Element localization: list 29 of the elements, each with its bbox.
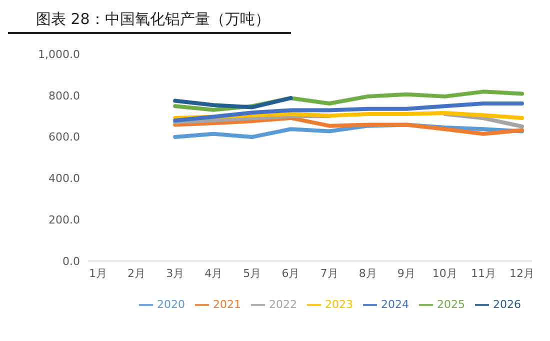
y-tick-label: 1,000.0 (38, 48, 80, 61)
y-tick-label: 800.0 (48, 89, 80, 102)
x-tick-label: 11月 (470, 266, 496, 280)
y-tick-label: 400.0 (48, 172, 80, 186)
legend-label: 2023 (325, 298, 353, 311)
x-tick-label: 1月 (89, 266, 107, 280)
legend-label: 2021 (213, 298, 241, 311)
y-tick-label: 200.0 (48, 214, 80, 227)
legend-label: 2025 (437, 298, 465, 311)
x-tick-label: 2月 (128, 266, 146, 280)
x-tick-label: 7月 (320, 266, 338, 280)
line-series (173, 96, 293, 110)
x-tick-label: 5月 (243, 266, 262, 280)
chart-title: 图表 28：中国氧化铝产量（万吨） (8, 8, 291, 34)
y-tick-label: 600.0 (48, 130, 80, 144)
x-tick-label: 6月 (282, 266, 300, 280)
x-tick-label: 9月 (397, 266, 416, 280)
x-tick-label: 3月 (166, 266, 184, 280)
x-tick-label: 12月 (510, 266, 534, 280)
legend-label: 2024 (381, 298, 409, 311)
legend-label: 2022 (269, 298, 297, 311)
line-series (173, 101, 524, 122)
x-tick-label: 4月 (204, 266, 223, 280)
line-series (173, 116, 524, 136)
x-tick-label: 10月 (432, 266, 458, 280)
x-tick-label: 8月 (358, 266, 377, 280)
y-tick-label: 0.0 (62, 254, 80, 268)
legend-label: 2020 (157, 298, 185, 311)
legend-label: 2026 (493, 298, 521, 311)
